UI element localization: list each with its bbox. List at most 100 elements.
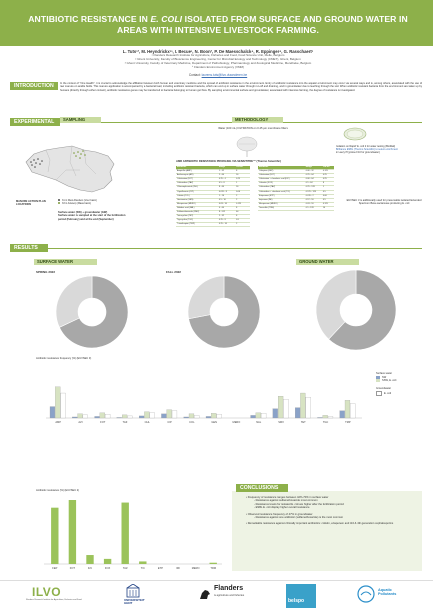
bar bbox=[94, 416, 100, 419]
bar bbox=[209, 562, 217, 564]
bar bbox=[205, 416, 212, 419]
ground-water-header: GROUND WATER bbox=[296, 259, 359, 265]
table-row: Chloramphenicol (CHL) 8 - 64 16 bbox=[176, 185, 250, 191]
table-row: Cefepime (FEP) 0.06 - 32 0.125 bbox=[258, 169, 334, 175]
results-divider bbox=[48, 248, 422, 249]
table-row: Ceftazidime + clavulanic acid (T/C) 0.125… bbox=[258, 190, 334, 195]
affiliation: ³ Ghent University, Faculty of Veterinar… bbox=[124, 60, 312, 65]
bar bbox=[149, 412, 155, 419]
westflanders-points bbox=[30, 158, 43, 168]
donut-spring bbox=[55, 275, 129, 349]
bar bbox=[122, 414, 128, 419]
contact-label: Contact: bbox=[188, 73, 201, 77]
tick-label: AMP bbox=[55, 420, 61, 424]
title-line-2: AREAS WITH INTENSIVE LIVESTOCK FARMING. bbox=[117, 25, 319, 35]
bar bbox=[116, 417, 122, 419]
bar bbox=[300, 392, 306, 419]
bar bbox=[188, 413, 195, 419]
legend-item-gw: E. coli bbox=[376, 390, 424, 396]
experimental-header: EXPERIMENTAL bbox=[10, 118, 60, 126]
bar bbox=[60, 392, 66, 419]
tick-label: GEN bbox=[211, 420, 217, 424]
authors: L. Tuts¹², M. Heyndrickx¹³, I. Becue¹, N… bbox=[122, 49, 314, 54]
table-row: Ampicillin (AMP) 1 - 32 8 bbox=[176, 169, 250, 175]
methodology-header: METHODOLOGY bbox=[232, 117, 283, 123]
tick-label: SMX bbox=[278, 420, 284, 424]
sampling-note-1: Surface water (SW) + groundwater (GW) bbox=[58, 211, 108, 214]
bar bbox=[127, 415, 133, 419]
title-italic: E. COLI bbox=[150, 14, 183, 24]
authors-block: L. Tuts¹², M. Heyndrickx¹³, I. Becue¹, N… bbox=[20, 46, 416, 69]
legend-antwerp: 33 in Antwerp (Maas basin) bbox=[58, 202, 128, 205]
conclusion-subitem: - Resistance against one antibiotic (sul… bbox=[254, 516, 344, 520]
legend-groundwater: Groundwater bbox=[376, 387, 391, 391]
bar bbox=[327, 416, 334, 419]
bar bbox=[49, 406, 56, 419]
chart2-svg: FEP FOT F/C FOX TAZ T/C ETP IMI MERO TRM bbox=[44, 500, 222, 570]
method-step-enrichment: in Lauryl Tryptose F10 for groundwater) bbox=[336, 151, 380, 155]
pie-slice bbox=[188, 275, 261, 349]
bar bbox=[55, 386, 61, 419]
bar bbox=[144, 411, 150, 419]
tick-label: TMP bbox=[345, 420, 351, 424]
table-row: Trimethoprim (TMP) 0.25 - 16 2 bbox=[176, 222, 250, 228]
conclusion-item: • Observed resistance frequency of 47% i… bbox=[246, 512, 313, 516]
bar bbox=[105, 414, 111, 419]
table-row: Cefotaxime (FOT) 0.25 - 4 0.25 bbox=[176, 177, 250, 183]
table-row: Ceftazidime (TAZ) 0.25 - 128 1 bbox=[258, 185, 334, 191]
bar bbox=[339, 410, 345, 419]
bar bbox=[344, 400, 351, 419]
legend-surface-water: Surface water bbox=[376, 372, 393, 375]
bar bbox=[161, 413, 167, 419]
pie-slice bbox=[187, 275, 225, 320]
bar bbox=[51, 507, 59, 564]
introduction-text: In the context of "One Health", it is cr… bbox=[60, 82, 422, 92]
conclusion-subitem: - Resistance against sulfamethoxazole mo… bbox=[254, 499, 318, 503]
conclusions-box bbox=[232, 491, 422, 571]
method-step-filtration: Water (100 mL) FILTRATION on 0.45 µm mem… bbox=[218, 127, 288, 130]
tick-label: COL bbox=[189, 420, 195, 424]
conclusions-header: CONCLUSIONS bbox=[236, 484, 288, 492]
flanders-lion-icon bbox=[200, 590, 210, 599]
bar bbox=[283, 399, 289, 419]
tick-label: TRM bbox=[210, 566, 216, 570]
bar bbox=[194, 415, 200, 419]
legend-item-spring: SW bbox=[376, 375, 424, 380]
pie-slice bbox=[55, 275, 93, 328]
antwerp-points bbox=[73, 150, 86, 159]
sampling-note-2: Surface water is sampled at the start of… bbox=[58, 214, 126, 221]
bar bbox=[211, 413, 217, 419]
tick-label: FOX bbox=[105, 566, 111, 570]
belspo-logo-bg bbox=[286, 584, 316, 608]
tick-label: MERO bbox=[192, 566, 200, 570]
table-row: Imipenem (IMI) 0.12 - 16 0.5 bbox=[258, 198, 334, 203]
tick-label: MERO bbox=[233, 420, 241, 424]
legend-item-fall: SSW, E. coli bbox=[376, 379, 424, 383]
method-isolation: Isolation on Rapid' E. coli 2 for water … bbox=[336, 145, 422, 154]
bar bbox=[99, 412, 105, 419]
introduction-header: INTRODUCTION bbox=[10, 82, 58, 90]
ilvo-logo: ILVO bbox=[32, 585, 62, 599]
belspo-logo: belspo bbox=[288, 598, 305, 604]
affiliation: ⁴ Flanders Environment Agency (VMM) bbox=[192, 64, 244, 69]
pie-slice bbox=[59, 275, 129, 349]
conclusion-subitem: - ESBL E. coli display higher overall re… bbox=[254, 506, 310, 510]
bar bbox=[166, 409, 172, 419]
petri-dish-icon bbox=[343, 127, 367, 141]
bar bbox=[250, 415, 256, 419]
ilvo-subtitle: Flanders Research Institute for Agricult… bbox=[26, 599, 82, 601]
table-row: Ertapenem (ETP) 0.015 - 2 0.06 bbox=[258, 194, 334, 199]
contact-email-link[interactable]: laurens.tuts@ilvo.vlaanderen.be bbox=[201, 73, 248, 77]
bar bbox=[171, 410, 178, 419]
bar bbox=[255, 412, 261, 419]
surface-water-header: SURFACE WATER bbox=[34, 259, 97, 265]
ugent-logo-icon bbox=[126, 584, 140, 598]
bar bbox=[139, 561, 147, 564]
bar bbox=[295, 407, 301, 419]
aquatic-pollutants-logo: Aquatic Pollutants bbox=[378, 588, 397, 597]
table-header: Antibiotic Range Cut-off bbox=[258, 166, 334, 171]
affiliation: ¹ Flanders Research Institute for Agricu… bbox=[151, 53, 285, 58]
flanders-logo: Flanders bbox=[214, 585, 244, 592]
esbl-note: EUVSEC 3 is additionally used for presum… bbox=[346, 199, 422, 206]
table-row: Temocillin (TRM) 0.5 - 128 16 bbox=[258, 206, 334, 212]
